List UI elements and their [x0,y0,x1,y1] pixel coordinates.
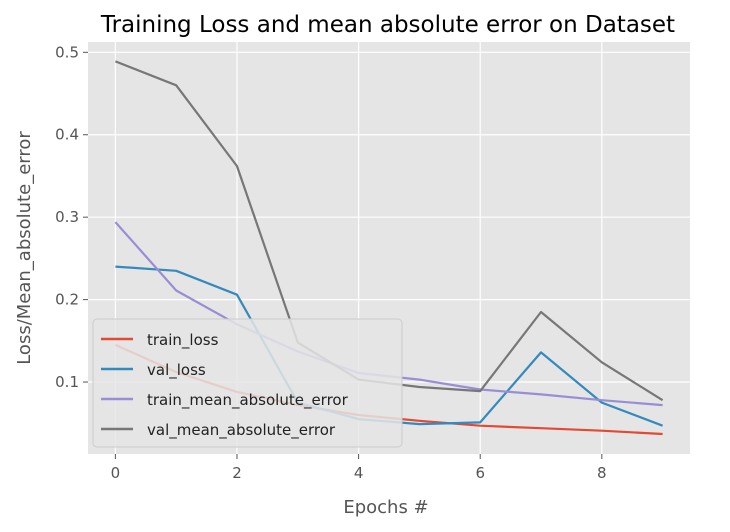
legend-label: train_mean_absolute_error [147,391,349,410]
x-tick-label: 6 [475,464,485,482]
legend-box [92,318,403,448]
y-tick-label: 0.5 [55,43,79,61]
chart-title: Training Loss and mean absolute error on… [100,12,675,38]
y-tick-label: 0.4 [55,126,79,144]
legend-label: val_loss [147,361,206,380]
y-tick-label: 0.3 [55,208,79,226]
legend-label: val_mean_absolute_error [147,421,336,440]
x-tick-label: 2 [232,464,242,482]
x-tick-label: 4 [354,464,364,482]
x-tick-label: 0 [111,464,121,482]
legend-label: train_loss [147,331,219,350]
y-axis-ticks: 0.1 0.2 0.3 0.4 0.5 [55,43,88,391]
x-axis-label: Epochs # [343,497,428,518]
y-tick-label: 0.2 [55,291,79,309]
y-axis-label: Loss/Mean_absolute_error [14,131,35,365]
x-tick-label: 8 [597,464,607,482]
legend: train_loss val_loss train_mean_absolute_er… [92,318,403,448]
x-axis-ticks: 0 2 4 6 8 [111,454,607,482]
y-tick-label: 0.1 [55,373,79,391]
